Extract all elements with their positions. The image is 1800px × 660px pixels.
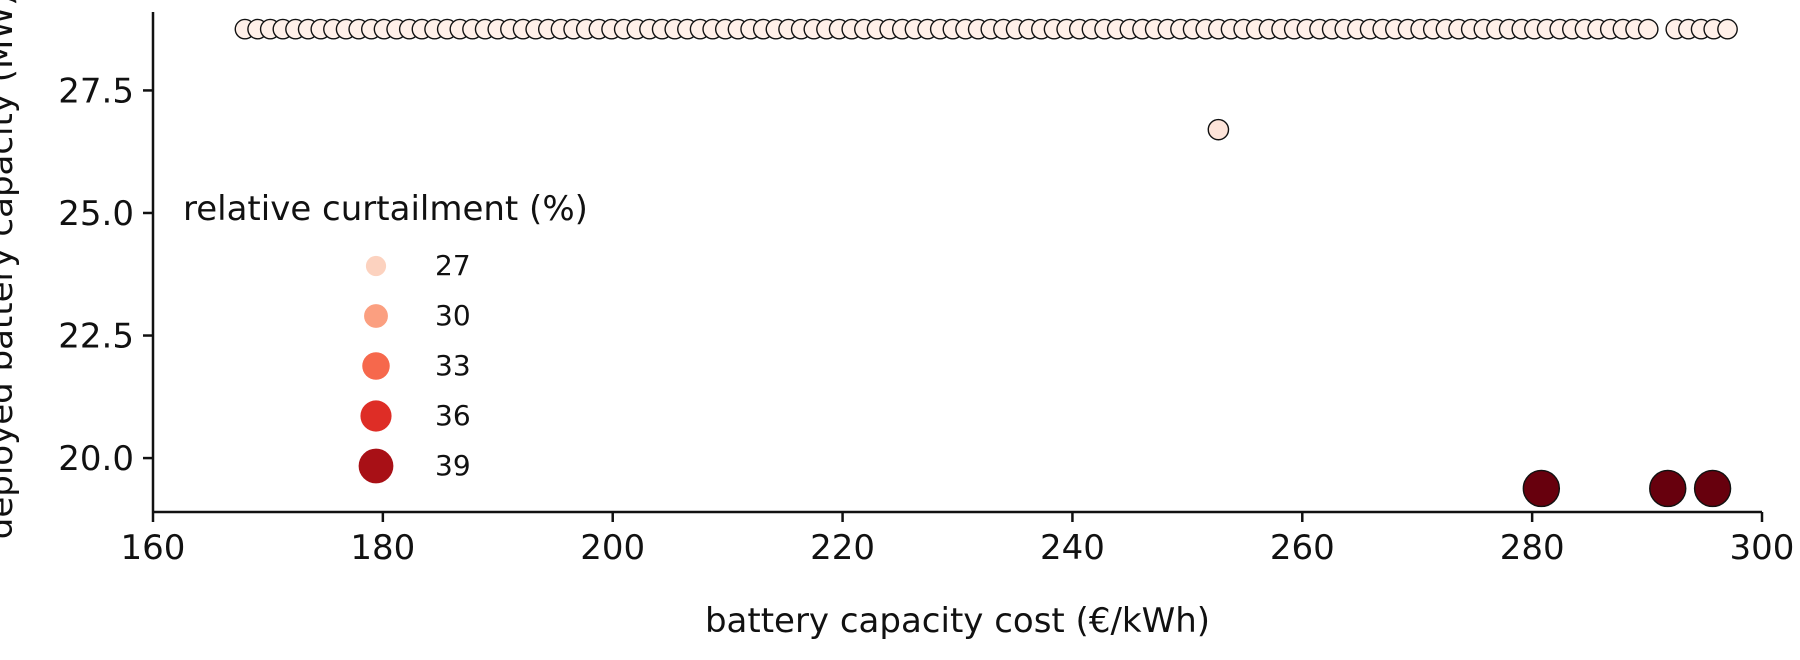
y-tick-label: 27.5 xyxy=(58,71,134,111)
data-point xyxy=(1693,469,1732,508)
legend-label: 39 xyxy=(435,449,471,482)
y-tick-label: 25.0 xyxy=(58,194,134,234)
x-tick-label: 200 xyxy=(580,528,645,568)
legend-title: relative curtailment (%) xyxy=(183,189,588,229)
legend-marker xyxy=(362,352,390,380)
legend-label: 36 xyxy=(435,399,471,432)
legend-label: 30 xyxy=(435,299,471,332)
x-tick-label: 220 xyxy=(810,528,875,568)
data-point xyxy=(1717,18,1738,40)
x-tick-label: 280 xyxy=(1500,528,1565,568)
legend-marker xyxy=(360,400,392,432)
axes xyxy=(151,12,1762,514)
data-point xyxy=(1637,18,1659,40)
y-tick-label: 22.5 xyxy=(58,317,134,357)
legend-marker xyxy=(358,448,394,484)
y-axis-ticks: 20.0 22.5 25.0 27.5 xyxy=(58,71,153,479)
data-point xyxy=(1649,469,1687,508)
x-axis-ticks: 160 180 200 220 240 260 280 300 xyxy=(121,512,1795,568)
data-points xyxy=(234,18,1738,508)
y-tick-label: 20.0 xyxy=(58,439,134,479)
legend-label: 33 xyxy=(435,349,471,382)
legend-label: 27 xyxy=(435,249,471,282)
y-axis-title: deployed battery capacity (MW) xyxy=(0,0,21,539)
legend-marker xyxy=(365,255,387,277)
x-axis-title: battery capacity cost (€/kWh) xyxy=(705,601,1210,641)
x-tick-label: 160 xyxy=(121,528,186,568)
data-point xyxy=(1522,469,1561,508)
legend: relative curtailment (%) 27 30 33 36 39 xyxy=(183,189,588,484)
data-point xyxy=(1207,118,1230,141)
x-tick-label: 240 xyxy=(1040,528,1105,568)
x-tick-label: 300 xyxy=(1730,528,1795,568)
legend-marker xyxy=(364,304,388,328)
x-tick-label: 180 xyxy=(350,528,415,568)
x-tick-label: 260 xyxy=(1270,528,1335,568)
